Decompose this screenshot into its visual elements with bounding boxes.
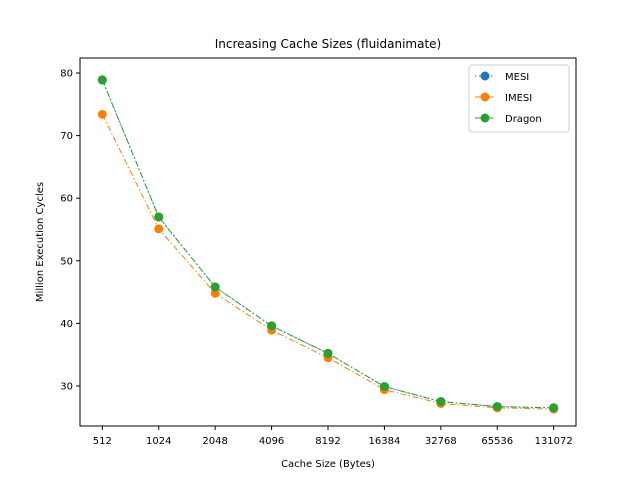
data-point-dragon — [492, 402, 502, 412]
data-point-imesi — [210, 288, 220, 298]
x-tick-label: 8192 — [315, 436, 340, 447]
data-point-dragon — [210, 282, 220, 292]
series-line-dragon — [101, 79, 554, 409]
data-point-dragon — [97, 75, 107, 85]
x-tick-label: 1024 — [146, 436, 171, 447]
x-tick-label: 4096 — [259, 436, 284, 447]
legend-marker-imesi — [480, 92, 490, 102]
legend-marker-dragon — [480, 113, 490, 123]
x-tick-label: 131072 — [535, 436, 573, 447]
series-line-imesi — [101, 114, 554, 410]
legend: MESI IMESI Dragon — [468, 64, 570, 133]
x-axis-label: Cache Size (Bytes) — [281, 459, 375, 470]
y-tick-label: 70 — [60, 131, 73, 142]
y-tick-label: 30 — [60, 381, 73, 392]
plot-area — [97, 75, 559, 414]
legend-label-imesi: IMESI — [505, 93, 532, 104]
x-tick-label: 2048 — [202, 436, 227, 447]
data-point-dragon — [379, 382, 389, 392]
data-point-dragon — [267, 321, 277, 331]
x-tick-label: 512 — [93, 436, 112, 447]
y-tick-label: 60 — [60, 194, 73, 205]
x-tick-label: 32768 — [425, 436, 457, 447]
data-point-dragon — [154, 212, 164, 222]
legend-marker-mesi — [480, 71, 490, 81]
y-tick-label: 80 — [60, 69, 73, 80]
data-point-imesi — [97, 109, 107, 119]
y-axis-label: Million Execution Cycles — [35, 182, 46, 302]
chart-title: Increasing Cache Sizes (fluidanimate) — [215, 37, 442, 51]
legend-label-mesi: MESI — [505, 72, 529, 83]
data-point-dragon — [323, 348, 333, 358]
x-axis: 512 1024 2048 4096 8192 16384 32768 65536 131072 — [93, 426, 573, 447]
data-point-dragon — [436, 397, 446, 407]
y-tick-label: 40 — [60, 319, 73, 330]
legend-box — [468, 64, 570, 133]
data-point-dragon — [549, 403, 559, 413]
x-tick-label: 65536 — [481, 436, 513, 447]
data-point-imesi — [154, 224, 164, 234]
y-tick-label: 50 — [60, 256, 73, 267]
x-tick-label: 16384 — [369, 436, 401, 447]
y-axis: 30 40 50 60 70 80 — [60, 69, 80, 392]
legend-label-dragon: Dragon — [505, 114, 542, 125]
